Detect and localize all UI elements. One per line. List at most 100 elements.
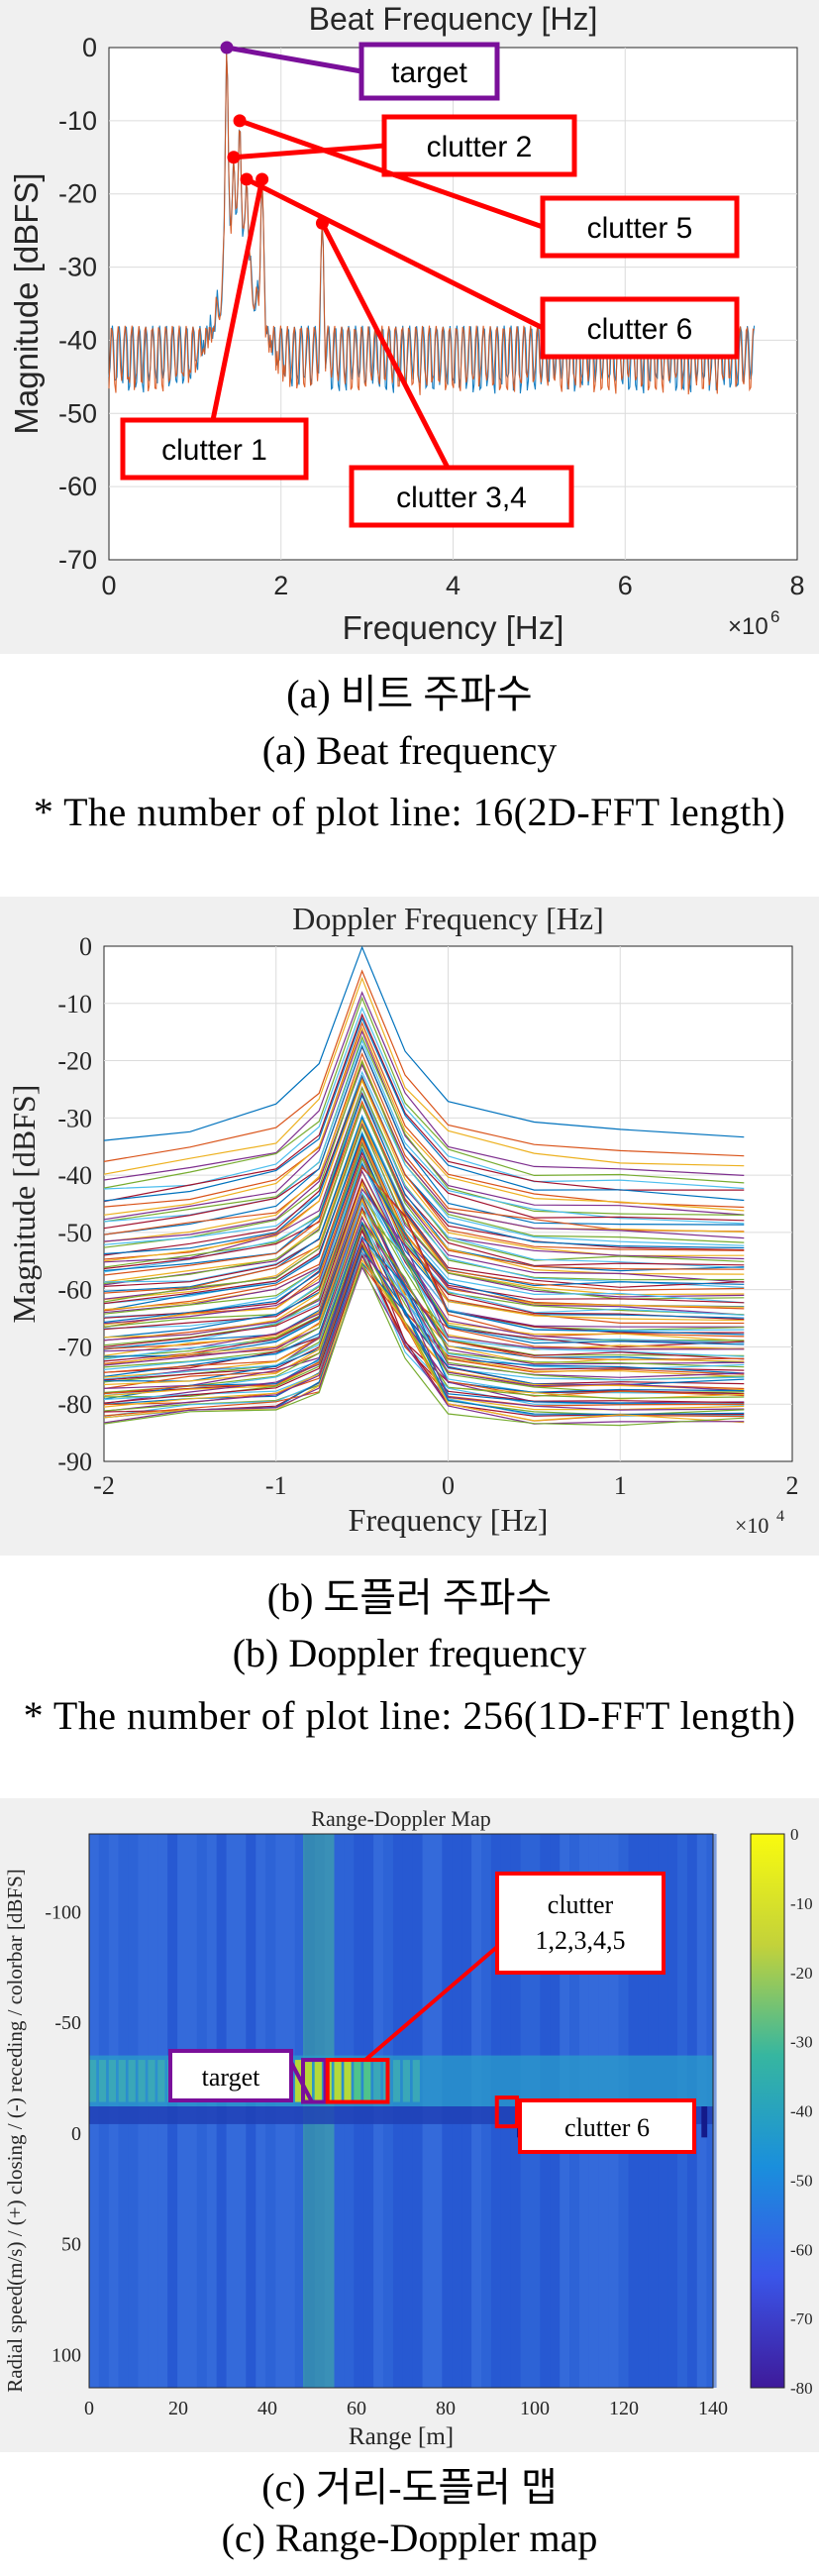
doppler-trace (103, 1226, 745, 1394)
y-tick-label: -60 (58, 472, 97, 501)
chart-title: Range-Doppler Map (311, 1806, 490, 1831)
annotation-leader (226, 45, 362, 74)
doppler-trace (103, 945, 745, 1141)
y-tick-label: 0 (71, 2123, 81, 2145)
heatmap-band-cell (294, 2060, 303, 2102)
heatmap-band-cell (363, 2060, 371, 2102)
colorbar-tick-label: -60 (790, 2240, 813, 2259)
annotation-label: clutter 3,4 (396, 482, 527, 514)
x-tick-label: 8 (789, 571, 804, 600)
colorbar-tick-label: 0 (790, 1825, 799, 1844)
x-tick-label: 80 (436, 2398, 456, 2419)
x-exponent-label: ×10 (728, 613, 768, 640)
doppler-trace (103, 1021, 745, 1209)
annotation-label: clutter 6 (564, 2113, 650, 2142)
x-axis-label: Frequency [Hz] (349, 1502, 549, 1538)
annotation-marker (233, 114, 247, 128)
x-tick-label: 2 (786, 1471, 799, 1500)
doppler-trace (103, 1016, 745, 1202)
annotation-marker (256, 172, 269, 186)
heatmap-band-cell (344, 2060, 352, 2102)
doppler-trace (103, 1035, 745, 1223)
x-tick-label: 2 (273, 571, 288, 600)
doppler-trace (103, 996, 745, 1189)
y-tick-label: 100 (51, 2344, 81, 2366)
doppler-trace (103, 1077, 745, 1260)
x-tick-label: 0 (101, 571, 116, 600)
annotation-label: clutter 5 (587, 212, 693, 245)
x-tick-label: 40 (257, 2398, 277, 2419)
heatmap-band-cell (334, 2060, 342, 2102)
y-tick-label: -30 (57, 1104, 92, 1132)
annotation-marker (227, 151, 241, 164)
annotation-label: clutter (548, 1890, 614, 1919)
x-tick-label: 20 (168, 2398, 188, 2419)
doppler-trace (103, 1013, 745, 1203)
doppler-trace (103, 1142, 745, 1316)
annotation-box (540, 195, 740, 259)
doppler-trace (103, 1155, 745, 1328)
colorbar-tick-label: -10 (790, 1894, 813, 1913)
doppler-trace (103, 1094, 745, 1272)
doppler-trace (103, 991, 745, 1181)
colorbar-tick-label: -40 (790, 2102, 813, 2121)
heatmap-band-cell (412, 2060, 420, 2102)
doppler-trace (103, 1191, 745, 1360)
doppler-trace (103, 1103, 745, 1285)
caption-c-english: (c) Range-Doppler map (221, 2516, 598, 2560)
doppler-frequency-panel: -2 -1 0 1 2 0 -10 -20 -30 -40 -50 -60 -70 -80 -90 Doppl… (0, 897, 819, 1556)
clutter-highlight-box (325, 2058, 390, 2104)
doppler-trace (103, 1139, 745, 1311)
doppler-trace (103, 1006, 745, 1190)
annotation-label: 1,2,3,4,5 (536, 1926, 626, 1955)
heatmap-band-cell (354, 2060, 361, 2102)
y-tick-label: -20 (57, 1047, 92, 1076)
y-tick-label: -80 (57, 1390, 92, 1419)
colorbar-tick-label: -70 (790, 2309, 813, 2328)
x-axis-label: Frequency [Hz] (343, 609, 564, 646)
doppler-trace (103, 1221, 745, 1383)
doppler-trace (103, 1210, 745, 1377)
doppler-trace (103, 1114, 745, 1288)
heatmap-band-cell (89, 2060, 97, 2102)
doppler-trace (103, 1169, 745, 1343)
y-axis-label: Magnitude [dBFS] (6, 1085, 42, 1324)
y-tick-label: -60 (57, 1276, 92, 1305)
y-tick-label: -90 (57, 1448, 92, 1476)
doppler-trace (103, 969, 745, 1162)
annotation-label: target (391, 56, 467, 89)
doppler-trace (103, 1258, 745, 1424)
y-tick-label: 0 (79, 932, 92, 961)
doppler-trace (103, 1182, 745, 1350)
annotation-marker (315, 216, 329, 230)
y-tick-label: -50 (58, 398, 97, 428)
heatmap-clutter-stripe (701, 2106, 708, 2138)
heatmap-band-cell (98, 2060, 107, 2102)
x-tick-label: 6 (618, 571, 633, 600)
y-tick-label: -100 (45, 1901, 81, 1923)
y-axis-label: Magnitude [dBFS] (8, 172, 45, 434)
annotation-box (358, 42, 500, 101)
doppler-trace (103, 1100, 745, 1276)
annotation-label: clutter 1 (161, 434, 267, 467)
doppler-trace (103, 1090, 745, 1273)
doppler-trace (103, 1261, 745, 1427)
doppler-trace (103, 1229, 745, 1392)
caption-a-english: (a) Beat frequency (261, 728, 558, 773)
chart-title: Beat Frequency [Hz] (309, 1, 598, 37)
doppler-trace (103, 1086, 745, 1268)
annotation-label: clutter 2 (427, 131, 533, 163)
doppler-trace (103, 1265, 745, 1425)
doppler-trace (103, 1253, 745, 1416)
doppler-trace (103, 1234, 745, 1397)
y-tick-label: -10 (58, 106, 97, 136)
heatmap-band-cell (157, 2060, 165, 2102)
doppler-trace (103, 1208, 745, 1368)
doppler-trace (103, 1201, 745, 1366)
colorbar-tick-label: -50 (790, 2171, 813, 2190)
y-tick-label: -20 (58, 179, 97, 209)
x-tick-label: -2 (93, 1471, 115, 1500)
annotation-leader (245, 176, 545, 331)
doppler-trace (103, 1044, 745, 1235)
